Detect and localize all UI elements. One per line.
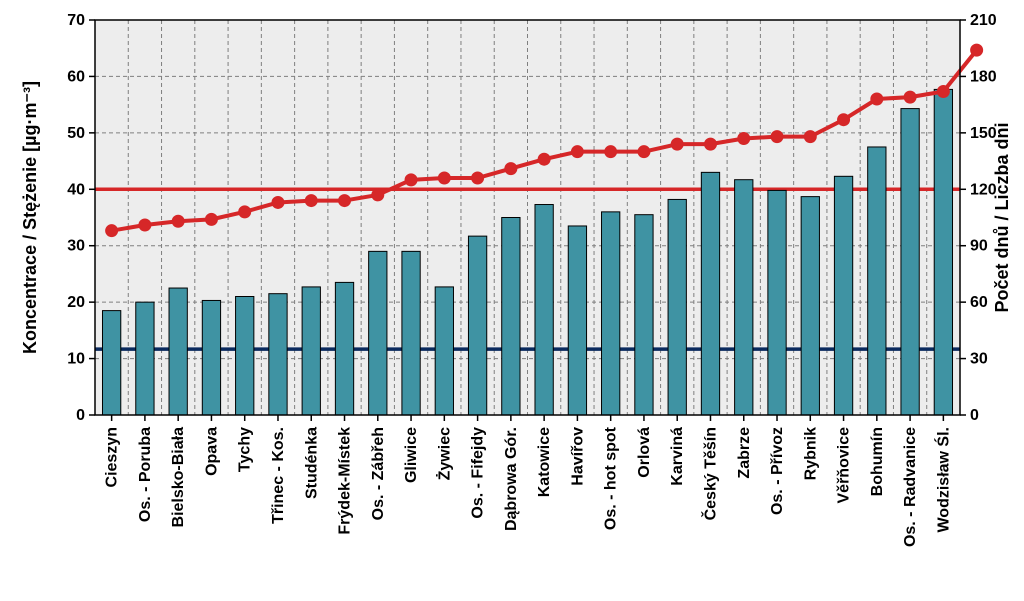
svg-text:Os. - Radvanice: Os. - Radvanice: [902, 427, 919, 547]
svg-text:70: 70: [67, 12, 85, 29]
svg-text:Os. - Přívoz: Os. - Přívoz: [769, 427, 786, 515]
svg-text:Gliwice: Gliwice: [403, 427, 420, 483]
svg-text:Bohumín: Bohumín: [869, 427, 886, 496]
svg-text:60: 60: [970, 294, 988, 311]
svg-text:30: 30: [970, 351, 988, 368]
svg-text:Studénka: Studénka: [303, 427, 320, 499]
svg-text:Os. - Fifejdy: Os. - Fifejdy: [470, 427, 487, 519]
svg-text:Počet dnů / Liczba dni: Počet dnů / Liczba dni: [992, 122, 1012, 312]
svg-text:Tychy: Tychy: [237, 427, 254, 472]
svg-text:60: 60: [67, 68, 85, 85]
svg-text:Třinec - Kos.: Třinec - Kos.: [270, 427, 287, 524]
svg-text:Rybnik: Rybnik: [802, 427, 819, 480]
svg-text:180: 180: [970, 68, 997, 85]
svg-text:Věřňovice: Věřňovice: [836, 427, 853, 504]
svg-text:0: 0: [970, 407, 979, 424]
svg-text:Os. - hot spot: Os. - hot spot: [603, 426, 620, 530]
svg-text:50: 50: [67, 125, 85, 142]
svg-text:Katowice: Katowice: [536, 427, 553, 497]
svg-text:40: 40: [67, 181, 85, 198]
svg-text:20: 20: [67, 294, 85, 311]
svg-text:10: 10: [67, 351, 85, 368]
chart-container: 0102030405060700306090120150180210Cieszy…: [0, 0, 1024, 601]
svg-text:Orlová: Orlová: [636, 427, 653, 478]
svg-text:0: 0: [76, 407, 85, 424]
svg-text:Koncentrace / Stężenie [µg·m⁻³: Koncentrace / Stężenie [µg·m⁻³]: [20, 81, 40, 354]
svg-text:Český Těšín: Český Těšín: [700, 427, 719, 520]
svg-text:Wodzisław Śl.: Wodzisław Śl.: [933, 427, 952, 533]
svg-text:Bielsko-Biała: Bielsko-Biała: [170, 427, 187, 528]
svg-text:30: 30: [67, 238, 85, 255]
svg-text:Cieszyn: Cieszyn: [104, 427, 121, 487]
chart-svg: 0102030405060700306090120150180210Cieszy…: [0, 0, 1024, 601]
svg-text:Os. - Poruba: Os. - Poruba: [137, 427, 154, 522]
svg-text:Dąbrowa Gór.: Dąbrowa Gór.: [503, 427, 520, 531]
svg-text:Opava: Opava: [203, 427, 220, 476]
svg-text:Frýdek-Místek: Frýdek-Místek: [337, 427, 354, 535]
svg-text:Zabrze: Zabrze: [736, 427, 753, 479]
svg-text:Os. - Zábřeh: Os. - Zábřeh: [370, 427, 387, 520]
svg-text:210: 210: [970, 12, 997, 29]
svg-text:Żywiec: Żywiec: [435, 427, 453, 480]
svg-text:Karviná: Karviná: [669, 427, 686, 486]
svg-text:Havířov: Havířov: [569, 427, 586, 486]
svg-text:90: 90: [970, 238, 988, 255]
